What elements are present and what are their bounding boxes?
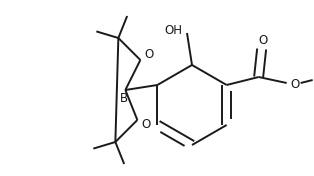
Text: O: O xyxy=(258,33,267,46)
Text: O: O xyxy=(145,49,154,61)
Text: O: O xyxy=(290,77,299,90)
Text: O: O xyxy=(142,118,151,131)
Text: OH: OH xyxy=(164,24,182,36)
Text: B: B xyxy=(120,93,128,105)
